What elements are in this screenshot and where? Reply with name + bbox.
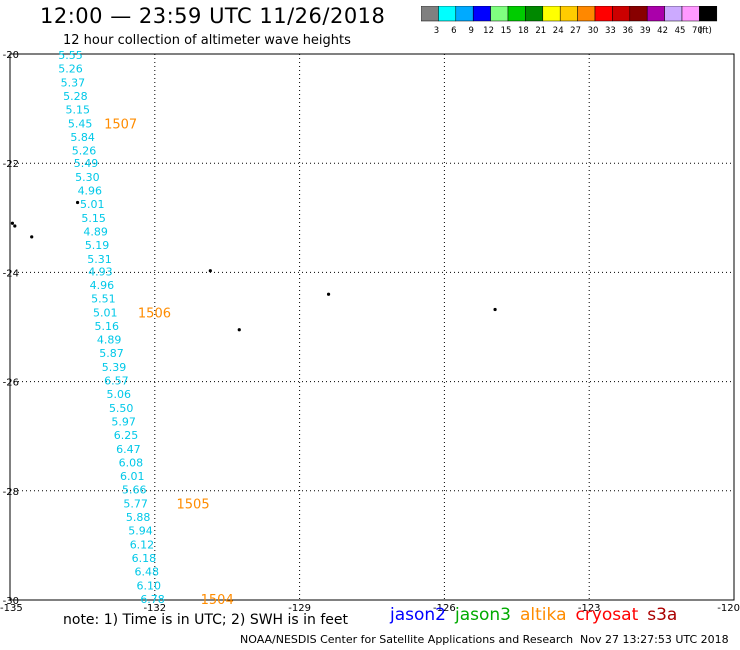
credit-line: NOAA/NESDIS Center for Satellite Applica… xyxy=(240,633,574,646)
wave-height-label: 5.31 xyxy=(87,253,112,266)
wave-height-label: 5.50 xyxy=(109,402,133,415)
wave-height-label: 5.01 xyxy=(80,198,105,211)
wave-height-label: 6.57 xyxy=(104,375,128,388)
color-scale-label: 42 xyxy=(657,26,668,36)
color-scale-label: 33 xyxy=(605,26,616,36)
wave-height-label: 5.66 xyxy=(122,484,147,497)
color-scale-label: 30 xyxy=(588,26,599,36)
pass-time-label: 1504 xyxy=(201,593,234,608)
wave-height-label: 5.15 xyxy=(66,104,91,117)
wave-height-label: 5.55 xyxy=(58,49,82,62)
island-marker xyxy=(208,269,212,273)
wave-height-label: 6.08 xyxy=(119,456,144,469)
wave-height-label: 4.89 xyxy=(83,225,108,238)
y-tick-label: -26 xyxy=(3,378,19,389)
wave-height-label: 6.10 xyxy=(136,579,161,592)
wave-height-label: 6.47 xyxy=(116,443,141,456)
wave-height-label: 6.48 xyxy=(135,566,160,579)
wave-height-label: 5.45 xyxy=(68,117,93,130)
footer-note: note: 1) Time is in UTC; 2) SWH is in fe… xyxy=(63,612,349,628)
legend-item-altika: altika xyxy=(520,605,567,625)
island-marker xyxy=(493,307,497,312)
color-scale-legend: 3 6 9 12 15 18 21 24 27 30 33 36 39 42 45 70(ft) xyxy=(421,6,718,36)
color-scale-label: 27 xyxy=(570,26,581,36)
color-scale-label: 36 xyxy=(622,26,633,36)
color-scale-label: 6 xyxy=(451,26,456,36)
color-scale-label: (ft) xyxy=(699,26,712,36)
color-scale-label: 21 xyxy=(535,26,546,36)
wave-height-label: 5.77 xyxy=(123,497,148,510)
color-scale-label: 39 xyxy=(640,26,651,36)
legend-item-jason2: jason2 xyxy=(390,605,446,625)
island-marker xyxy=(326,292,331,296)
wave-height-label: 5.94 xyxy=(128,525,153,538)
wave-height-label: 5.30 xyxy=(75,171,100,184)
wave-height-label: 5.88 xyxy=(126,511,151,524)
color-scale-label: 70 xyxy=(692,26,703,36)
wave-height-label: 4.96 xyxy=(90,279,115,292)
color-scale-label: 12 xyxy=(483,26,494,36)
wave-height-label: 5.19 xyxy=(85,239,110,252)
wave-height-label: 5.28 xyxy=(63,90,88,103)
color-scale-label: 15 xyxy=(501,26,512,36)
pass-time-label: 1506 xyxy=(138,306,171,321)
y-tick-label: -20 xyxy=(3,50,19,61)
wave-height-label: 4.89 xyxy=(97,334,122,347)
x-tick-label: -135 xyxy=(0,603,23,612)
legend-item-jason3: jason3 xyxy=(455,605,511,625)
island-marker xyxy=(30,235,34,239)
wave-height-label: 5.97 xyxy=(111,415,136,428)
wave-height-label: 5.51 xyxy=(91,293,116,306)
pass-time-label: 1505 xyxy=(177,497,210,512)
wave-height-label: 5.87 xyxy=(99,347,124,360)
color-swatch xyxy=(699,6,718,22)
wave-height-label: 5.16 xyxy=(94,320,119,333)
island-marker xyxy=(13,224,17,228)
wave-height-label: 4.96 xyxy=(78,185,103,198)
altimeter-map-chart: -20 -22 -24 -26 -28 -30-135 -132 -129 -126 -123 -1… xyxy=(0,49,740,612)
wave-height-label: 5.84 xyxy=(70,131,95,144)
page-title: 12:00 — 23:59 UTC 11/26/2018 xyxy=(40,4,386,28)
x-tick-label: -129 xyxy=(288,603,311,612)
generated-timestamp: Nov 27 13:27:53 UTC 2018 xyxy=(580,633,729,646)
x-tick-label: -126 xyxy=(433,603,456,612)
wave-height-label: 4.93 xyxy=(88,265,113,278)
wave-height-label: 6.25 xyxy=(114,429,139,442)
satellite-legend: jason2 jason3 altika cryosat s3a xyxy=(390,605,686,625)
wave-height-label: 5.39 xyxy=(102,361,127,374)
legend-item-cryosat: cryosat xyxy=(575,605,639,625)
wave-height-label: 5.49 xyxy=(74,157,99,170)
wave-height-label: 6.78 xyxy=(140,593,165,606)
y-tick-label: -28 xyxy=(3,487,19,498)
plot-frame xyxy=(9,53,735,601)
wave-height-label: 6.18 xyxy=(132,552,157,565)
island-marker xyxy=(10,221,15,225)
island-marker xyxy=(237,328,241,332)
wave-height-label: 6.01 xyxy=(120,470,145,483)
x-tick-label: -123 xyxy=(578,603,601,612)
y-tick-label: -30 xyxy=(3,596,19,607)
color-scale-label: 9 xyxy=(468,26,473,36)
wave-height-label: 5.15 xyxy=(81,212,106,225)
legend-item-s3a: s3a xyxy=(647,605,678,625)
color-scale-label: 3 xyxy=(434,26,439,36)
wave-height-label: 5.37 xyxy=(61,76,86,89)
wave-height-label: 5.06 xyxy=(107,388,131,401)
y-tick-label: -24 xyxy=(3,268,19,279)
island-marker xyxy=(75,200,80,205)
y-tick-label: -22 xyxy=(3,159,19,170)
wave-height-label: 5.01 xyxy=(93,306,118,319)
pass-time-label: 1507 xyxy=(104,117,137,132)
page-subtitle: 12 hour collection of altimeter wave hei… xyxy=(63,33,351,48)
wave-height-label: 5.26 xyxy=(72,145,97,158)
wave-height-label: 5.26 xyxy=(58,63,82,76)
color-scale-label: 24 xyxy=(553,26,564,36)
color-scale-label: 45 xyxy=(675,26,686,36)
x-tick-label: -120 xyxy=(717,603,740,612)
color-scale-label: 18 xyxy=(518,26,529,36)
wave-height-label: 6.12 xyxy=(130,538,155,551)
x-tick-label: -132 xyxy=(143,603,166,612)
